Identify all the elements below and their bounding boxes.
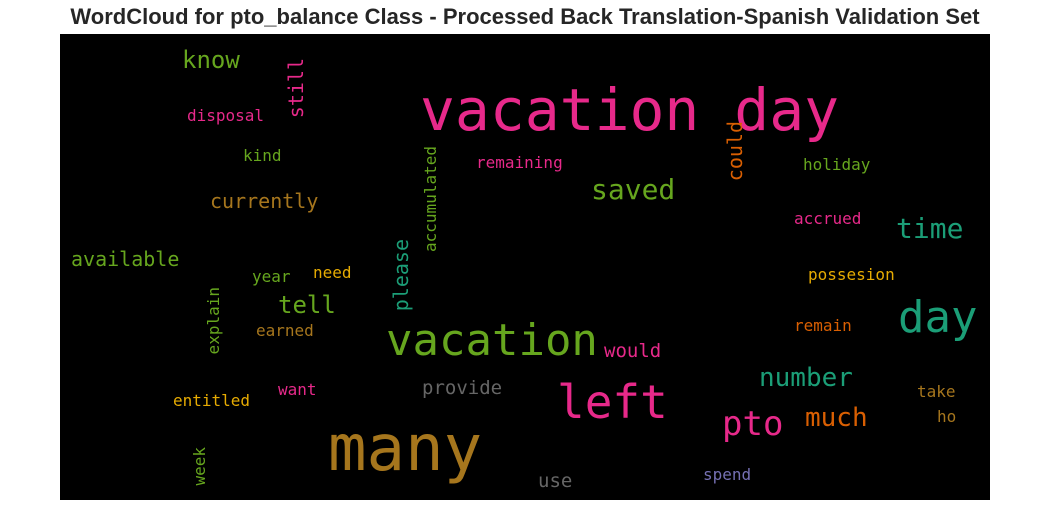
word-week: week — [190, 447, 209, 486]
word-ho: ho — [937, 407, 957, 426]
word-know: know — [182, 46, 240, 74]
word-spend: spend — [703, 465, 752, 484]
word-currently: currently — [210, 189, 319, 213]
word-possesion: possesion — [808, 265, 895, 284]
word-vacation: vacation — [386, 315, 598, 366]
word-still: still — [284, 58, 308, 119]
word-want: want — [278, 380, 317, 399]
word-left: left — [557, 375, 668, 429]
word-year: year — [252, 267, 291, 286]
word-saved: saved — [591, 173, 676, 206]
word-vacation-day: vacation day — [420, 76, 840, 144]
word-remain: remain — [794, 316, 852, 335]
word-could: could — [723, 121, 747, 182]
word-time: time — [896, 212, 964, 245]
word-accumulated: accumulated — [421, 146, 440, 252]
word-holiday: holiday — [803, 155, 871, 174]
word-would: would — [604, 340, 662, 362]
word-available: available — [71, 247, 180, 271]
word-use: use — [538, 470, 573, 492]
word-kind: kind — [243, 146, 282, 165]
word-pto: pto — [722, 404, 784, 444]
word-accrued: accrued — [794, 209, 862, 228]
word-please: please — [389, 239, 413, 312]
word-tell: tell — [278, 291, 336, 319]
word-many: many — [328, 412, 483, 486]
word-earned: earned — [256, 321, 314, 340]
chart-title: WordCloud for pto_balance Class - Proces… — [70, 4, 980, 29]
word-provide: provide — [422, 377, 503, 399]
word-cloud: vacation day many vacation left day pto saved n… — [60, 34, 990, 500]
word-number: number — [759, 363, 853, 393]
word-remaining: remaining — [476, 153, 563, 172]
word-day: day — [898, 292, 978, 343]
word-explain: explain — [204, 287, 223, 355]
word-take: take — [917, 382, 956, 401]
word-much: much — [805, 403, 868, 433]
word-disposal: disposal — [187, 106, 265, 125]
word-entitled: entitled — [173, 391, 251, 410]
word-need: need — [313, 263, 352, 282]
